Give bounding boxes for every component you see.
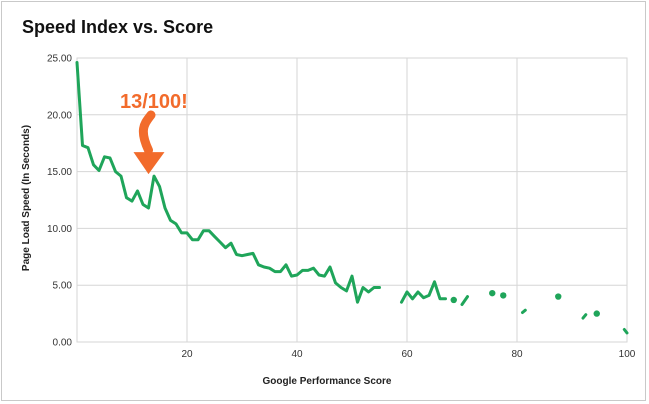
data-point <box>593 310 600 317</box>
annotation-group: 13/100! <box>120 91 188 175</box>
line-segment <box>400 280 447 304</box>
line-segment <box>521 308 527 314</box>
x-axis-label: Google Performance Score <box>263 376 392 387</box>
y-axis-ticks: 0.00 5.00 10.00 15.00 20.00 25.00 <box>47 54 72 349</box>
line-segment <box>581 313 588 320</box>
annotation-arrow-shaft <box>138 110 156 155</box>
chart-title: Speed Index vs. Score <box>22 17 214 37</box>
y-tick-label: 10.00 <box>47 224 72 235</box>
x-tick-label: 80 <box>511 349 523 360</box>
data-point <box>500 292 507 299</box>
line-segment <box>460 295 469 306</box>
x-tick-label: 100 <box>619 349 636 360</box>
y-tick-label: 25.00 <box>47 54 72 65</box>
x-tick-label: 40 <box>291 349 303 360</box>
annotation-arrow-head <box>133 152 165 175</box>
data-point <box>450 296 457 304</box>
line-segment <box>622 328 629 335</box>
data-point <box>555 293 562 300</box>
y-tick-label: 15.00 <box>47 167 72 178</box>
annotation-label: 13/100! <box>120 91 188 113</box>
y-tick-label: 20.00 <box>47 110 72 121</box>
series-line <box>75 61 629 335</box>
line-segment <box>75 61 381 304</box>
y-tick-label: 5.00 <box>53 281 73 292</box>
data-point <box>489 289 496 297</box>
x-axis-ticks: 20 40 60 80 100 <box>181 349 635 360</box>
grid <box>76 57 628 343</box>
y-axis-label: Page Load Speed (In Seconds) <box>21 125 32 271</box>
y-tick-label: 0.00 <box>53 338 73 349</box>
x-tick-label: 20 <box>181 349 193 360</box>
x-tick-label: 60 <box>401 349 413 360</box>
